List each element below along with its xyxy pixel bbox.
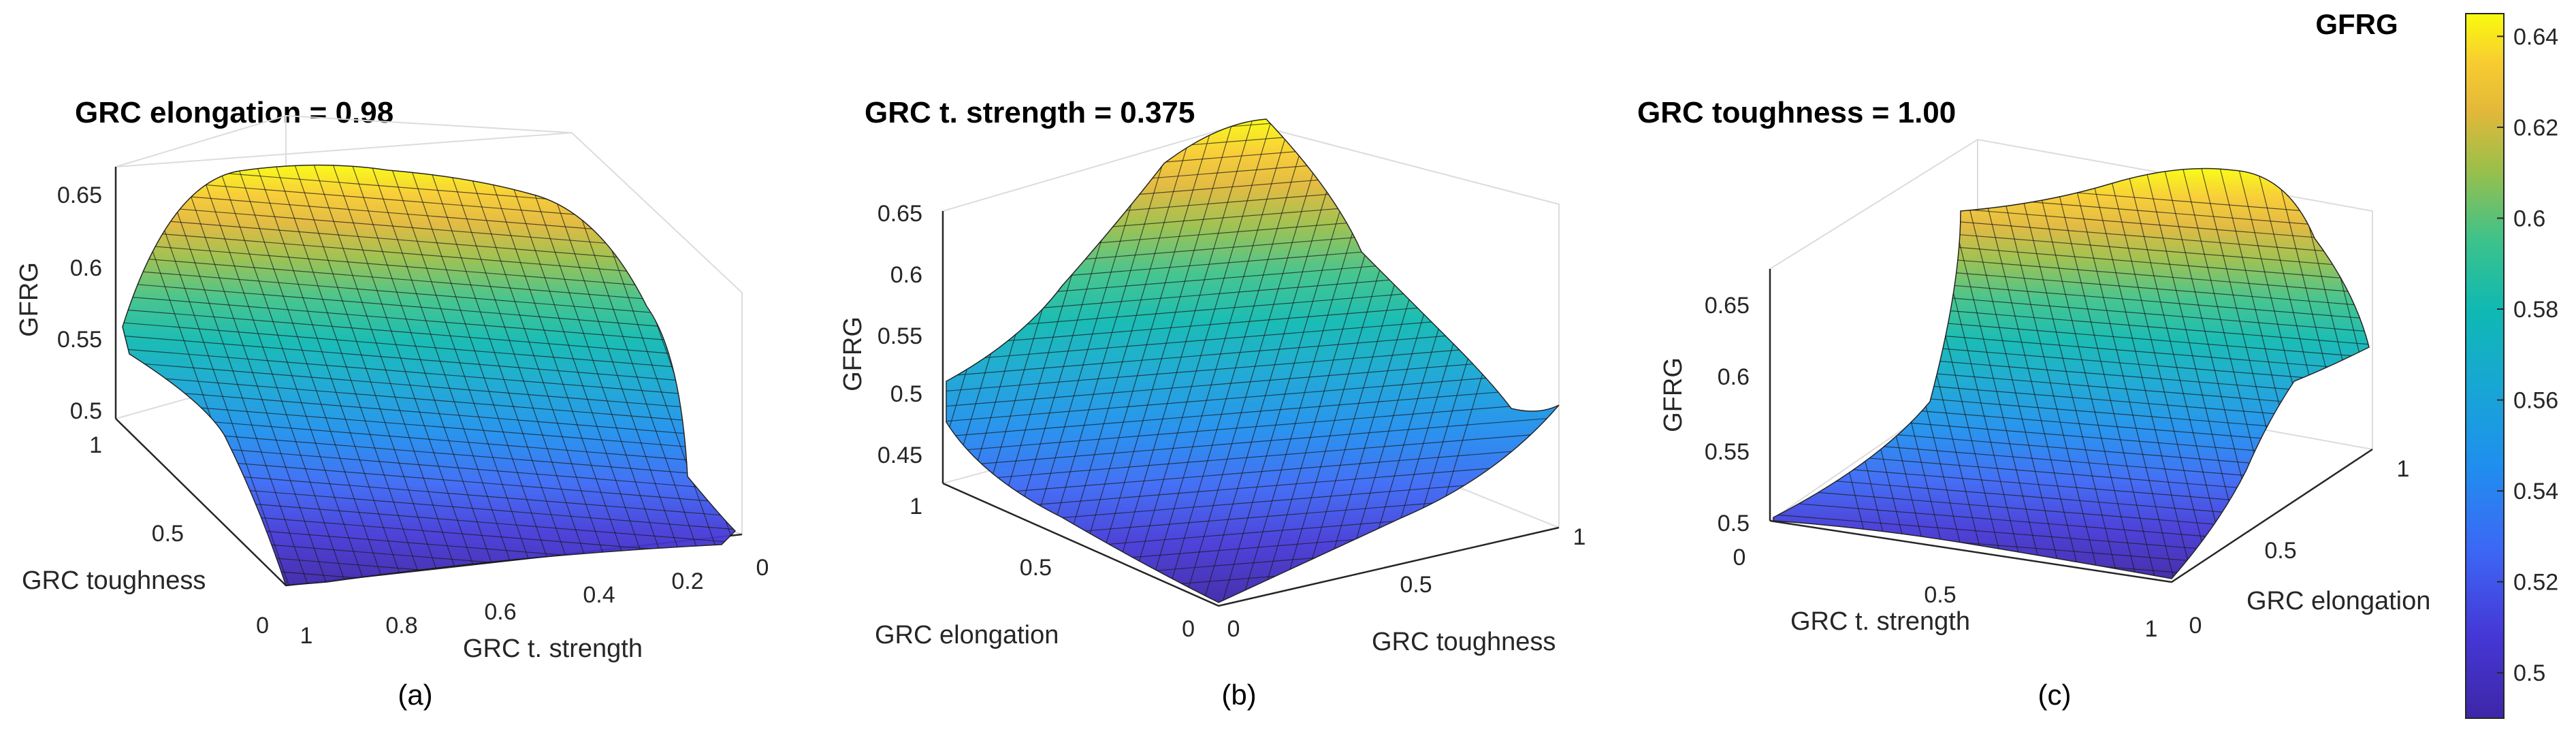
panel-c-z-ticks: 0.5 0.55 0.6 0.65 (1705, 293, 1750, 536)
panel-b-z-label: GFRG (839, 317, 867, 391)
panel-c-x-tick: 0.5 (1924, 582, 1956, 608)
panel-c-z-tick: 0.65 (1705, 293, 1750, 319)
panel-c-y-tick: 0.5 (2264, 538, 2296, 564)
panel-a-z-tick: 0.6 (70, 255, 102, 281)
panel-b-y-label: GRC elongation (875, 621, 1059, 649)
panel-c-y-tick: 1 (2397, 456, 2410, 482)
panel-b-title: GRC t. strength = 0.375 (865, 96, 1195, 129)
panel-b-x-label: GRC toughness (1372, 628, 1556, 656)
panel-b-y-ticks: 1 0.5 0 (909, 494, 1195, 642)
colorbar-ticks: 0.5 0.52 0.54 0.56 0.58 0.6 0.62 0.64 (2497, 24, 2558, 686)
panel-c-x-ticks: 0 0.5 1 (1733, 545, 2158, 642)
colorbar-tick-label: 0.5 (2513, 660, 2545, 686)
panel-a-title: GRC elongation = 0.98 (75, 96, 393, 129)
panel-b-x-tick: 0.5 (1400, 572, 1432, 598)
panel-a-x-tick: 0.6 (484, 599, 516, 625)
panel-c-x-label: GRC t. strength (1790, 607, 1970, 636)
panel-b-z-tick: 0.55 (878, 323, 922, 349)
colorbar-tick-label: 0.64 (2513, 24, 2558, 50)
panel-c-z-tick: 0.5 (1718, 511, 1750, 536)
colorbar-tick-label: 0.62 (2513, 115, 2558, 141)
panel-a-z-label: GFRG (15, 262, 44, 337)
panel-a-x-ticks: 1 0.8 0.6 0.4 0.2 0 (300, 555, 769, 649)
panel-b-z-tick: 0.45 (878, 443, 922, 468)
panel-a-surface (122, 164, 737, 586)
panel-c-x-tick: 1 (2145, 616, 2158, 642)
panel-c-title: GRC toughness = 1.00 (1637, 96, 1956, 129)
panel-a-z-tick: 0.5 (70, 398, 102, 424)
panel-a-z-tick: 0.65 (57, 182, 102, 208)
panel-a-y-ticks: 1 0.5 0 (89, 432, 269, 639)
colorbar-title: GFRG (2315, 8, 2398, 40)
panel-a-y-tick: 0 (256, 613, 269, 639)
colorbar-gradient (2465, 13, 2505, 719)
panel-b-x-tick: 1 (1573, 524, 1586, 550)
colorbar-tick-label: 0.58 (2513, 297, 2558, 323)
panel-c-z-tick: 0.55 (1705, 439, 1750, 465)
panel-a-z-ticks: 0.5 0.55 0.6 0.65 (57, 182, 102, 424)
panel-a-x-tick: 0.8 (385, 613, 417, 639)
panel-c-y-tick: 0 (2189, 613, 2202, 639)
colorbar-tick-label: 0.6 (2513, 206, 2545, 231)
panel-c: GRC toughness = 1.00 0.5 0.55 0.6 0.65 0… (1637, 96, 2430, 711)
panel-b-z-tick: 0.6 (890, 262, 922, 288)
panel-a-x-tick: 0.2 (671, 568, 703, 594)
panel-a: GRC elongation = 0.98 0.5 0.55 0.6 0.65 … (15, 96, 769, 711)
panel-b-z-ticks: 0.45 0.5 0.55 0.6 0.65 (878, 201, 922, 468)
panel-b-y-tick: 0 (1182, 616, 1195, 642)
panel-a-y-tick: 0.5 (152, 521, 184, 547)
panel-c-z-tick: 0.6 (1718, 364, 1750, 390)
colorbar-tick-label: 0.52 (2513, 570, 2558, 596)
panel-b-y-tick: 1 (909, 494, 922, 519)
panel-b-x-ticks: 0 0.5 1 (1227, 524, 1586, 642)
panel-a-x-tick: 0.4 (583, 582, 615, 608)
panel-b-x-tick: 0 (1227, 616, 1240, 642)
panel-a-x-label: GRC t. strength (463, 634, 643, 663)
panel-c-surface (1773, 167, 2370, 579)
panel-c-z-label: GFRG (1659, 357, 1688, 432)
panel-b: GRC t. strength = 0.375 0.45 0.5 0.55 0.… (839, 96, 1586, 711)
panel-c-caption: (c) (2038, 679, 2072, 711)
panel-a-z-tick: 0.55 (57, 327, 102, 353)
panel-a-caption: (a) (398, 679, 432, 711)
panel-a-x-tick: 1 (300, 623, 313, 649)
panel-c-y-label: GRC elongation (2247, 587, 2430, 615)
panel-a-y-label: GRC toughness (22, 566, 206, 595)
panel-b-y-tick: 0.5 (1020, 555, 1052, 581)
panel-a-x-tick: 0 (756, 555, 769, 581)
panel-a-y-tick: 1 (89, 432, 102, 458)
panel-b-z-tick: 0.65 (878, 201, 922, 227)
colorbar: GFRG 0.5 0.52 0.54 0.56 0.58 0.6 0.62 0.64 (2315, 8, 2558, 719)
panel-c-x-tick: 0 (1733, 545, 1746, 570)
panel-b-caption: (b) (1221, 679, 1256, 711)
panel-c-y-ticks: 0 0.5 1 (2189, 456, 2410, 639)
colorbar-tick-label: 0.56 (2513, 388, 2558, 414)
colorbar-tick-label: 0.54 (2513, 479, 2558, 504)
panel-b-z-tick: 0.5 (890, 381, 922, 407)
